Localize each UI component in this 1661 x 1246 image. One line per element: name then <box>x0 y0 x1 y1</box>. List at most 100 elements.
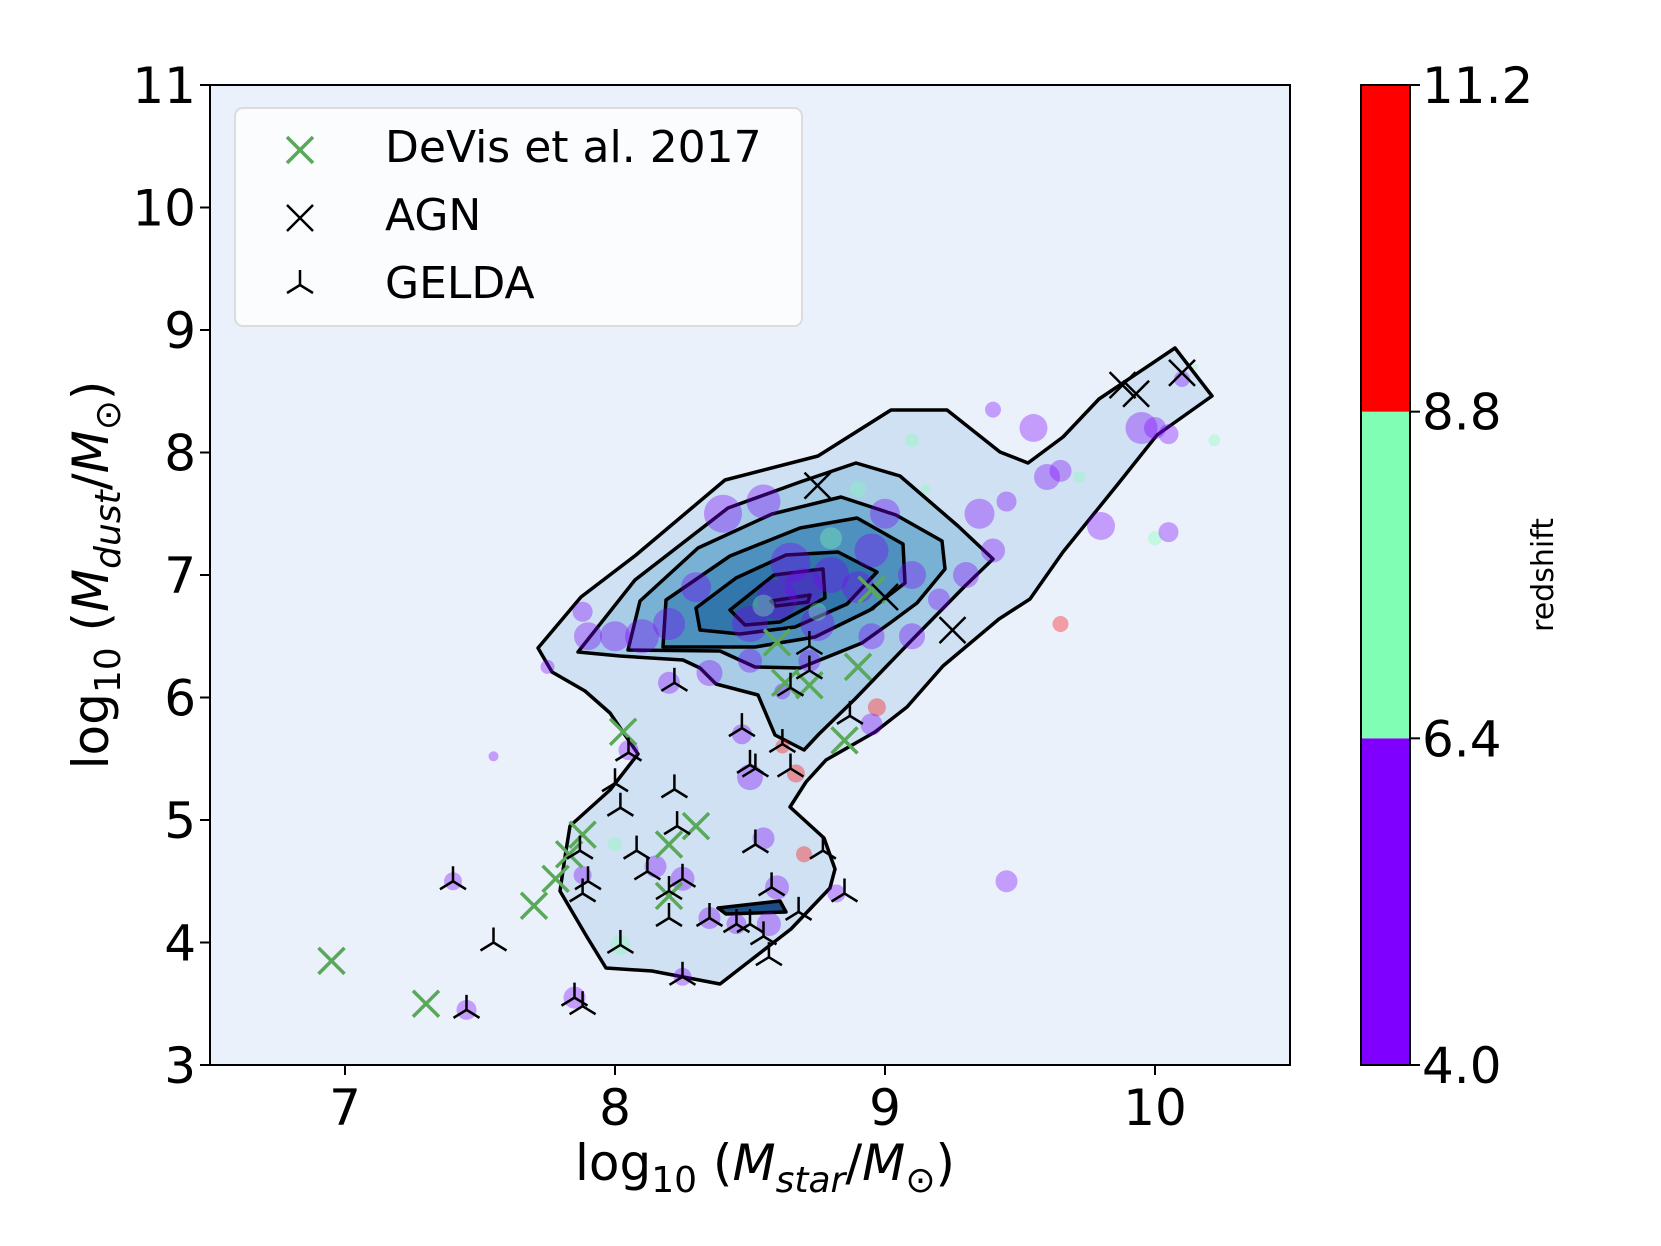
gelda-marker <box>439 866 467 891</box>
redshift-circle <box>953 562 979 588</box>
redshift-circle <box>1144 417 1166 439</box>
legend-marker-agn <box>286 204 314 232</box>
gelda-marker <box>830 878 859 903</box>
devis-marker <box>681 811 711 841</box>
devis-marker <box>830 726 859 755</box>
redshift-circle <box>608 837 622 852</box>
devis-marker <box>762 628 792 657</box>
agn-marker <box>803 471 832 500</box>
y-tick-label: 9 <box>164 302 196 360</box>
redshift-circle <box>981 538 1005 563</box>
agn-marker <box>1108 371 1137 400</box>
contour-level-6 <box>728 567 827 627</box>
redshift-circle <box>899 623 925 650</box>
redshift-circle <box>867 698 886 717</box>
redshift-circle <box>732 606 768 642</box>
redshift-circle <box>1208 434 1221 447</box>
devis-marker <box>654 881 684 911</box>
redshift-circle <box>858 623 885 650</box>
x-tick-label: 9 <box>869 1079 901 1137</box>
redshift-circle <box>731 724 752 745</box>
redshift-circle <box>1125 412 1158 444</box>
redshift-circle <box>905 433 919 448</box>
redshift-circle <box>985 401 1001 418</box>
y-tick-label: 7 <box>164 547 196 605</box>
redshift-circle <box>996 491 1017 512</box>
redshift-circle <box>898 561 926 589</box>
agn-marker <box>1122 379 1150 408</box>
agn-marker <box>938 616 967 645</box>
gelda-marker <box>836 700 864 725</box>
redshift-circle <box>796 846 812 863</box>
colorbar-band <box>1361 738 1410 1065</box>
gelda-marker <box>655 903 683 928</box>
gelda-marker <box>809 835 837 860</box>
redshift-circle <box>1049 459 1072 482</box>
gelda-marker <box>606 929 635 955</box>
redshift-circle <box>770 542 811 583</box>
redshift-circle <box>746 484 781 519</box>
y-axis-label: log10 (Mdust/M⊙) <box>62 381 129 770</box>
redshift-circle <box>820 527 842 550</box>
gelda-marker <box>601 768 629 793</box>
gelda-marker <box>741 753 770 778</box>
redshift-circle <box>1073 471 1086 483</box>
gelda-marker <box>660 774 689 799</box>
devis-marker <box>843 652 873 682</box>
legend-marker-gelda <box>286 270 314 295</box>
redshift-circle <box>600 621 630 652</box>
gelda-marker <box>568 991 597 1016</box>
gelda-marker <box>606 792 635 817</box>
redshift-circle <box>488 751 499 762</box>
redshift-circle <box>1148 531 1162 546</box>
gelda-marker <box>749 921 778 946</box>
devis-marker <box>519 891 549 920</box>
redshift-circle <box>752 594 775 617</box>
y-axis-ticks: 3 4 5 6 7 8 9 10 11 <box>132 57 210 1095</box>
redshift-circle <box>785 568 823 607</box>
x-tick-label: 7 <box>329 1079 361 1137</box>
x-tick-label: 10 <box>1123 1079 1187 1137</box>
colorbar-tick-label: 11.2 <box>1422 57 1533 115</box>
legend-marker-devis <box>285 135 315 165</box>
legend: DeVis et al. 2017 AGN GELDA <box>234 107 803 327</box>
redshift-circle <box>653 608 685 640</box>
legend-box <box>234 107 803 327</box>
redshift-circle <box>757 579 797 620</box>
redshift-circle <box>1052 616 1069 632</box>
devis-marker <box>608 717 638 747</box>
redshift-circle <box>1158 522 1179 543</box>
redshift-circle <box>775 739 790 754</box>
y-tick-label: 11 <box>132 57 196 115</box>
y-tick-label: 10 <box>132 180 196 238</box>
density-contours <box>536 346 1214 986</box>
agn-marker <box>1168 358 1196 387</box>
colorbar: 4.0 6.4 8.8 11.2 redshift <box>1360 57 1561 1095</box>
gelda-marker <box>795 631 824 656</box>
colorbar-band <box>1361 411 1410 739</box>
redshift-circle <box>625 619 659 654</box>
contour-level-7 <box>769 593 812 608</box>
devis-marker <box>857 575 886 604</box>
y-tick-label: 4 <box>164 915 196 973</box>
redshift-circle <box>860 713 883 736</box>
gelda-marker <box>568 878 597 903</box>
redshift-circle <box>850 481 866 498</box>
redshift-circle <box>681 572 711 603</box>
redshift-circle <box>1034 464 1060 490</box>
devis-marker <box>541 864 570 894</box>
legend-label-gelda: GELDA <box>385 258 535 309</box>
redshift-circle <box>995 870 1018 893</box>
redshift-circle <box>704 494 742 533</box>
redshift-circle <box>738 648 762 673</box>
redshift-circle <box>1174 371 1190 387</box>
redshift-circle <box>572 601 593 622</box>
redshift-circle <box>540 659 555 674</box>
redshift-circle <box>696 660 723 686</box>
gelda-marker <box>614 737 643 762</box>
gelda-marker <box>757 872 786 897</box>
gelda-marker <box>736 909 764 934</box>
contour-small-island <box>716 899 788 916</box>
colorbar-tick-label: 4.0 <box>1422 1037 1502 1095</box>
